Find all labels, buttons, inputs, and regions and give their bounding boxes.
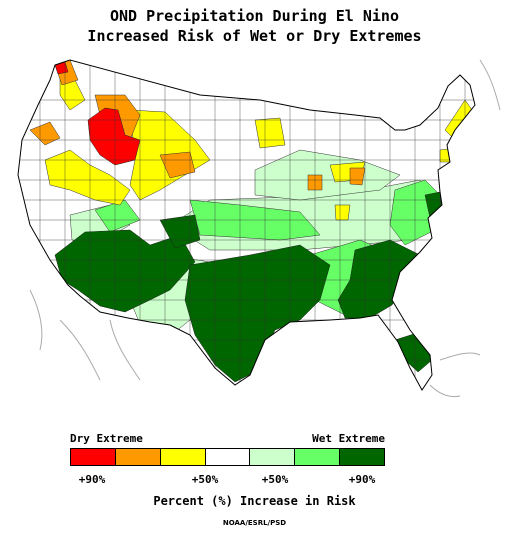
dry-50-ohio-valley (334, 204, 351, 221)
legend-swatch-1 (115, 449, 161, 465)
credit-text: NOAA/ESRL/PSD (222, 519, 287, 527)
legend-tick-wet-50: +50% (261, 473, 289, 486)
legend-swatch-5 (295, 449, 341, 465)
dry-90-idaho-montana (87, 107, 141, 166)
legend-swatch-0 (71, 449, 116, 465)
legend-tick-dry-90: +90% (78, 473, 106, 486)
us-precipitation-map (17, 59, 501, 398)
wet-90-texas-gulf (184, 244, 331, 383)
legend-swatch-4 (250, 449, 296, 465)
legend-swatch-6 (340, 449, 385, 465)
dry-70-wyoming (159, 151, 196, 179)
dry-50-northwest (44, 149, 131, 206)
climate-division-grid (20, 60, 475, 390)
map-title-line-2: Increased Risk of Wet or Dry Extremes (87, 27, 422, 45)
wet-90-southeast (337, 239, 421, 319)
dry-50-northern-plains (254, 117, 286, 149)
us-border-outline (17, 59, 476, 391)
dry-extreme-label: Dry Extreme (70, 432, 143, 445)
legend-swatch-3 (205, 449, 251, 465)
surrounding-coastlines (29, 59, 501, 398)
wet-extreme-label: Wet Extreme (312, 432, 385, 445)
dry-70-michigan (349, 167, 366, 186)
risk-color-legend (70, 448, 385, 466)
legend-tick-dry-50: +50% (191, 473, 219, 486)
legend-axis-label: Percent (%) Increase in Risk (153, 494, 356, 508)
legend-swatch-2 (160, 449, 206, 465)
map-title-line-1: OND Precipitation During El Nino (110, 7, 399, 25)
legend-tick-wet-90: +90% (348, 473, 376, 486)
